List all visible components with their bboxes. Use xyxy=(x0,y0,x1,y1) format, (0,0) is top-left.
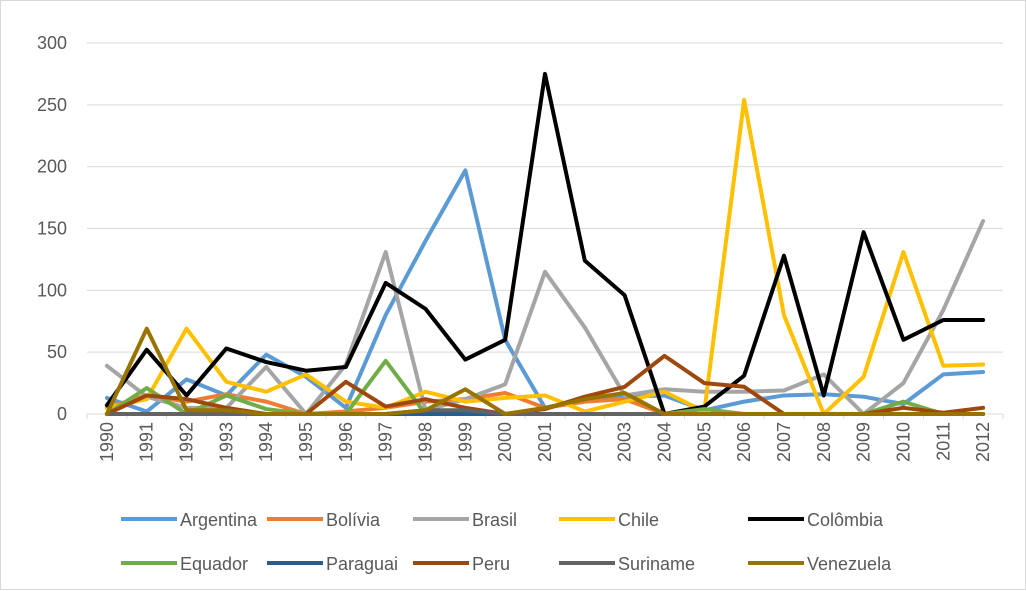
x-tick-label: 2003 xyxy=(615,422,635,462)
legend-label: Venezuela xyxy=(807,554,892,574)
y-tick-label: 300 xyxy=(37,33,67,53)
x-tick-label: 1990 xyxy=(97,422,117,462)
legend-item: Bolívia xyxy=(267,510,381,530)
x-tick-label: 2007 xyxy=(774,422,794,462)
series-line xyxy=(107,100,983,414)
legend-item: Argentina xyxy=(121,510,258,530)
x-tick-label: 1991 xyxy=(137,422,157,462)
legend-label: Paraguai xyxy=(326,554,398,574)
x-tick-label: 2002 xyxy=(575,422,595,462)
legend-label: Equador xyxy=(180,554,248,574)
legend-label: Peru xyxy=(472,554,510,574)
legend-label: Colômbia xyxy=(807,510,884,530)
x-tick-label: 2000 xyxy=(495,422,515,462)
gridlines xyxy=(87,43,1003,414)
x-tick-label: 2011 xyxy=(933,422,953,461)
series-colômbia xyxy=(107,74,983,414)
x-tick-label: 2009 xyxy=(854,422,874,462)
x-tick-label: 2005 xyxy=(694,422,714,462)
x-tick-label: 1994 xyxy=(256,422,276,462)
legend-label: Bolívia xyxy=(326,510,381,530)
y-axis-ticks: 0 50 100 150 200 250 300 xyxy=(37,33,67,424)
series-chile xyxy=(107,100,983,414)
legend-label: Suriname xyxy=(618,554,695,574)
legend-label: Brasil xyxy=(472,510,517,530)
legend-item: Brasil xyxy=(413,510,517,530)
y-tick-label: 50 xyxy=(47,342,67,362)
x-tick-label: 2006 xyxy=(734,422,754,462)
legend-label: Chile xyxy=(618,510,659,530)
x-tick-label: 1995 xyxy=(296,422,316,462)
series-lines xyxy=(107,74,983,414)
x-tick-label: 2008 xyxy=(814,422,834,462)
legend-item: Suriname xyxy=(559,554,695,574)
legend-item: Equador xyxy=(121,554,248,574)
legend-item: Chile xyxy=(559,510,659,530)
y-tick-label: 250 xyxy=(37,95,67,115)
x-tick-label: 2001 xyxy=(535,422,555,462)
x-tick-label: 2012 xyxy=(973,422,993,462)
legend-item: Venezuela xyxy=(748,554,892,574)
series-argentina xyxy=(107,170,983,411)
x-tick-label: 1999 xyxy=(455,422,475,462)
x-tick-label: 1992 xyxy=(177,422,197,462)
x-tick-label: 2010 xyxy=(893,422,913,462)
legend: Argentina Bolívia Brasil Chile Colômbia Equad… xyxy=(121,510,892,574)
x-tick-label: 1993 xyxy=(216,422,236,462)
x-tick-label: 1997 xyxy=(376,422,396,462)
legend-item: Colômbia xyxy=(748,510,884,530)
x-tick-label: 1998 xyxy=(416,422,436,462)
series-line xyxy=(107,170,983,411)
series-line xyxy=(107,74,983,414)
legend-item: Paraguai xyxy=(267,554,398,574)
y-tick-label: 100 xyxy=(37,280,67,300)
x-tick-label: 1996 xyxy=(336,422,356,462)
legend-item: Peru xyxy=(413,554,510,574)
legend-label: Argentina xyxy=(180,510,258,530)
y-tick-label: 200 xyxy=(37,157,67,177)
x-axis-ticks: 1990 1991 1992 1993 1994 1995 1996 1997 1998 1999… xyxy=(87,414,1003,462)
y-tick-label: 0 xyxy=(57,404,67,424)
y-tick-label: 150 xyxy=(37,219,67,239)
x-tick-label: 2004 xyxy=(654,422,674,462)
